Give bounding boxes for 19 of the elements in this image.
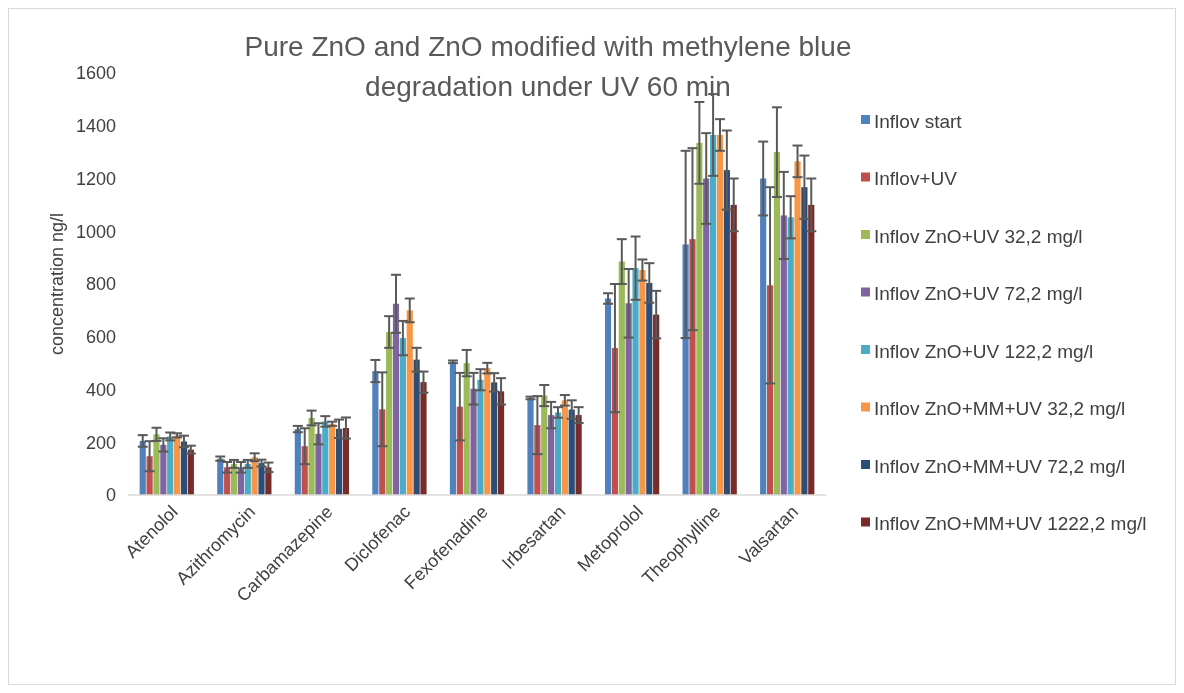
legend-label: Inflov ZnO+MM+UV 72,2 mg/l: [874, 455, 1126, 477]
legend-label: Inflov ZnO+MM+UV 1222,2 mg/l: [874, 513, 1147, 535]
y-tick-label: 200: [85, 432, 116, 453]
legend-label: Inflov ZnO+MM+UV 32,2 mg/l: [874, 398, 1126, 420]
y-tick-label: 600: [85, 327, 116, 348]
legend-label: Inflov ZnO+UV 32,2 mg/l: [874, 225, 1083, 247]
legend-label: Inflov start: [874, 110, 963, 132]
y-tick-label: 1400: [75, 116, 116, 137]
y-tick-label: 1000: [75, 221, 116, 242]
y-tick-label: 800: [85, 274, 116, 295]
legend-label: Inflov ZnO+UV 72,2 mg/l: [874, 283, 1083, 305]
y-tick-label: 1200: [75, 168, 116, 189]
y-tick-label: 400: [85, 379, 116, 400]
y-tick-label: 0: [105, 485, 116, 506]
chart-title: Pure ZnO and ZnO modified with methylene blue degradation under UV 60 min: [244, 31, 852, 102]
legend-label: Inflov+UV: [874, 168, 958, 190]
y-tick-label: 1600: [75, 63, 116, 84]
y-axis-title: concentration ng/l: [47, 212, 67, 356]
legend-label: Inflov ZnO+UV 122,2 mg/l: [874, 340, 1094, 362]
